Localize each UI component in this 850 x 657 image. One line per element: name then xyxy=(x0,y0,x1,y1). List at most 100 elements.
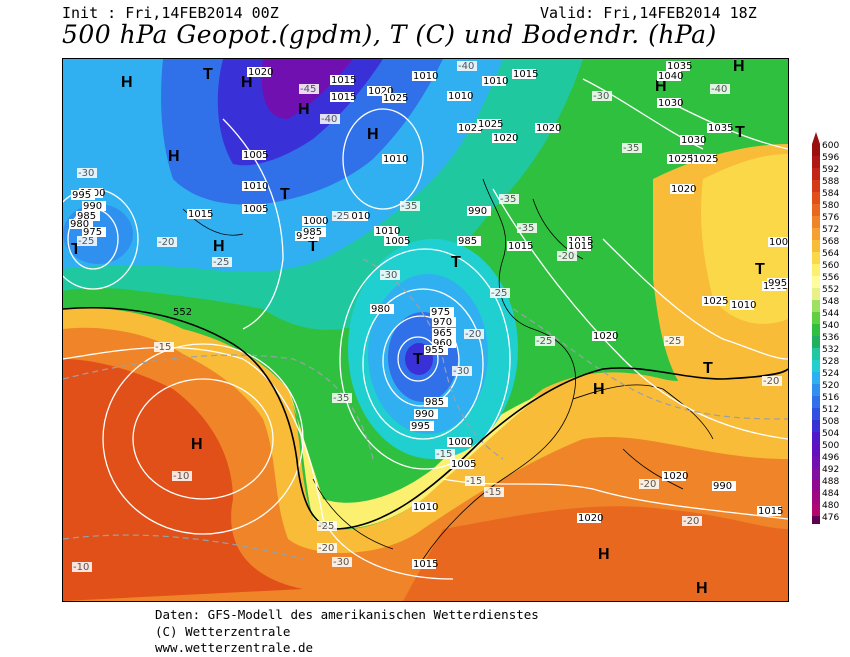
color-scale-step xyxy=(812,516,820,524)
temperature-label-box xyxy=(77,168,97,178)
pressure-label-box xyxy=(242,204,266,214)
color-scale-step xyxy=(812,144,820,157)
color-scale-step xyxy=(812,360,820,373)
pressure-label-box xyxy=(467,206,491,216)
pressure-label: 1015 xyxy=(413,559,438,570)
pressure-label: 1015 xyxy=(508,241,533,252)
pressure-label-box xyxy=(384,236,408,246)
temperature-label: -25 xyxy=(318,521,334,532)
color-scale-step xyxy=(812,288,820,301)
pressure-label: 1010 xyxy=(731,300,756,311)
temperature-label: -30 xyxy=(381,270,397,281)
color-scale-label: 592 xyxy=(822,165,839,175)
temperature-label-box xyxy=(320,114,340,124)
color-scale-step xyxy=(812,372,820,385)
temperature-label: -40 xyxy=(321,114,337,125)
valid-time: Valid: Fri,14FEB2014 18Z xyxy=(540,4,757,22)
temperature-label: -35 xyxy=(333,393,349,404)
pressure-label-box xyxy=(82,227,106,237)
color-scale-label: 544 xyxy=(822,309,839,319)
temperature-label: -20 xyxy=(158,237,174,248)
temperature-label: -25 xyxy=(536,336,552,347)
pressure-label-box xyxy=(477,119,501,129)
color-scale-label: 516 xyxy=(822,393,839,403)
temperature-label-box xyxy=(682,516,702,526)
temperature-label: -35 xyxy=(518,223,534,234)
low-label: T xyxy=(735,124,745,141)
pressure-label: 1010 xyxy=(413,502,438,513)
temperature-label-box xyxy=(154,342,174,352)
pressure-label: 1025 xyxy=(478,119,503,130)
temperature-label-box xyxy=(464,329,484,339)
color-scale-step xyxy=(812,504,820,517)
low-label: T xyxy=(755,261,765,278)
contour-label-552: 552 xyxy=(173,307,192,318)
pressure-label-box xyxy=(592,331,616,341)
pressure-label: 985 xyxy=(77,211,96,222)
pressure-label-box xyxy=(344,211,368,221)
temperature-label-box xyxy=(317,521,337,531)
pressure-label: 1015 xyxy=(188,209,213,220)
temperature-label-box xyxy=(710,84,730,94)
temperature-label-box xyxy=(212,257,232,267)
color-scale: 600 596 592 588 584 580 576 572 568 564 560 556 552 5… xyxy=(812,132,839,524)
high-label: H xyxy=(241,74,253,91)
pressure-label: 990 xyxy=(468,206,487,217)
footer-website: www.wetterzentrale.de xyxy=(155,640,314,655)
pressure-label-box xyxy=(730,300,754,310)
map-svg: 552 H H H H H H H H H H H H T T T T T T … xyxy=(63,59,788,601)
temperature-label-box xyxy=(465,476,485,486)
pressure-label-box xyxy=(432,338,456,348)
high-label: H xyxy=(213,238,225,255)
temperature-label: -25 xyxy=(491,288,507,299)
temperature-label-box xyxy=(172,471,192,481)
pressure-label-box xyxy=(757,506,781,516)
pressure-label-box xyxy=(657,98,681,108)
pressure-label: 1010 xyxy=(345,211,370,222)
pressure-label: 995 xyxy=(411,421,430,432)
pressure-label-box xyxy=(187,209,211,219)
color-scale-step xyxy=(812,444,820,457)
temperature-label: -15 xyxy=(155,342,171,353)
color-scale-step xyxy=(812,456,820,469)
temperature-label: -10 xyxy=(173,471,189,482)
temperature-label-box xyxy=(380,270,400,280)
pressure-label: 1030 xyxy=(658,98,683,109)
temperature-label: -15 xyxy=(466,476,482,487)
pressure-label-box xyxy=(577,513,601,523)
pressure-label-box xyxy=(410,421,434,431)
high-label: H xyxy=(298,101,310,118)
pressure-label-box xyxy=(242,181,266,191)
low-label: T xyxy=(308,238,318,255)
pressure-label-box xyxy=(432,317,456,327)
color-scale-step xyxy=(812,168,820,181)
temperature-label-box xyxy=(332,211,352,221)
color-scale-label: 488 xyxy=(822,477,839,487)
chart-title: 500 hPa Geopot.(gpdm), T (C) und Bodendr… xyxy=(62,20,717,49)
color-scale-step xyxy=(812,240,820,253)
pressure-label: 1010 xyxy=(413,71,438,82)
pressure-label: 1020 xyxy=(248,67,273,78)
color-scale-step xyxy=(812,348,820,361)
pressure-label-box xyxy=(482,76,506,86)
pressure-label-box xyxy=(424,345,448,355)
color-scale-label: 528 xyxy=(822,357,839,367)
pressure-label: 1015 xyxy=(331,92,356,103)
pressure-label-box xyxy=(662,471,686,481)
pressure-label-box xyxy=(330,92,354,102)
color-scale-label: 524 xyxy=(822,369,839,379)
temperature-label: -25 xyxy=(213,257,229,268)
temperature-label-box xyxy=(332,393,352,403)
color-scale-step xyxy=(812,432,820,445)
color-scale-top-arrow xyxy=(812,132,820,144)
color-scale-label: 580 xyxy=(822,201,839,211)
pressure-label: 990 xyxy=(83,201,102,212)
pressure-label: 995 xyxy=(768,278,787,289)
pressure-label-box xyxy=(432,328,456,338)
color-scale-label: 536 xyxy=(822,333,839,343)
pressure-label-box xyxy=(666,61,690,71)
temperature-label-box xyxy=(435,449,455,459)
temperature-label-box xyxy=(557,251,577,261)
color-scale-label: 560 xyxy=(822,261,839,271)
